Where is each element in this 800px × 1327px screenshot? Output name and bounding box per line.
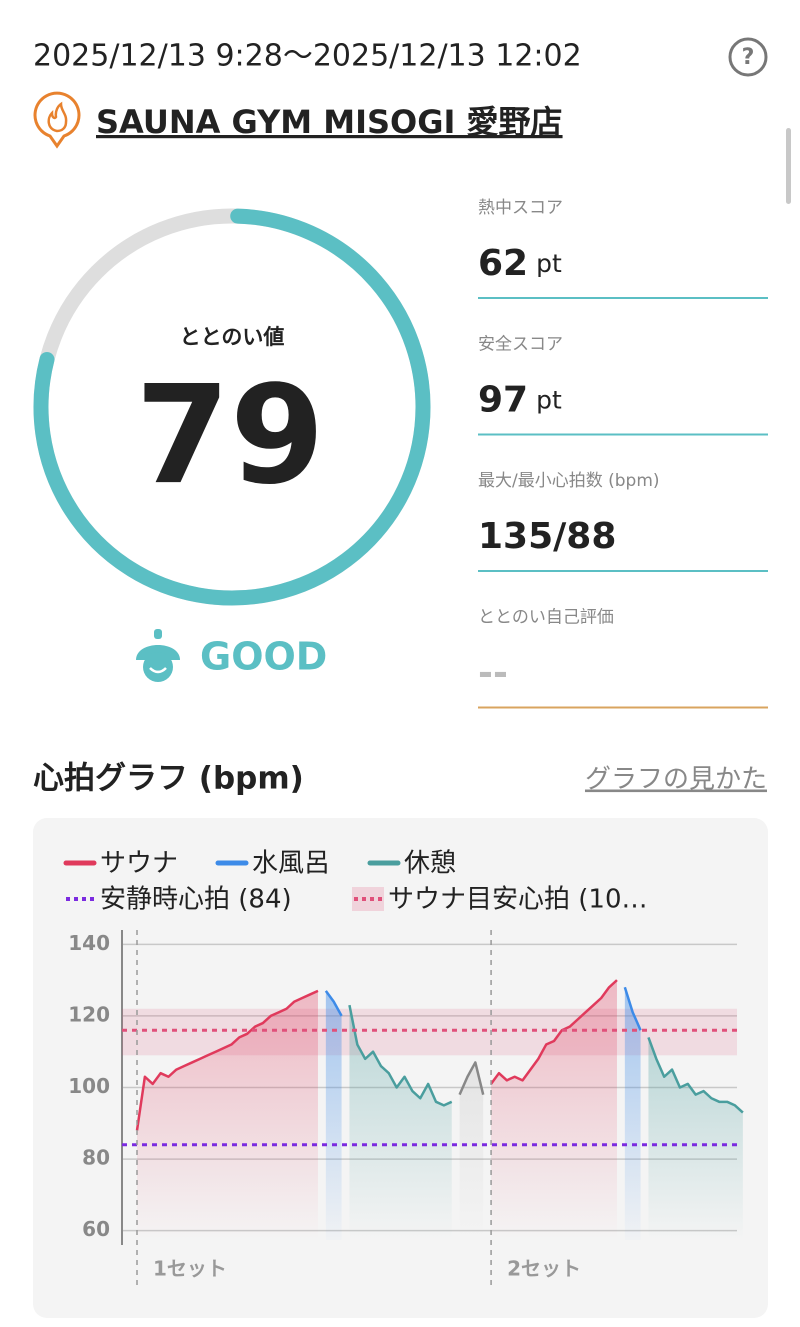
- stat-value: 97 pt: [478, 380, 562, 421]
- stat-value: 135/88: [478, 516, 616, 557]
- stat-label: 最大/最小心拍数 (bpm): [478, 471, 660, 491]
- svg-text:?: ?: [742, 45, 755, 70]
- stat-unit: pt: [536, 386, 562, 415]
- stat-number: 62: [478, 243, 528, 284]
- y-tick-label: 100: [68, 1074, 110, 1098]
- gauge-value: 79: [135, 357, 324, 515]
- y-tick-label: 140: [68, 931, 110, 955]
- stat-number: 97: [478, 380, 528, 421]
- gauge-label: ととのい値: [180, 325, 285, 349]
- stat-label: 熱中スコア: [478, 198, 563, 218]
- chart-title: 心拍グラフ (bpm): [33, 761, 304, 797]
- series-line: [135, 989, 319, 1131]
- chart-help-link[interactable]: グラフの見かた: [585, 765, 767, 795]
- stat-label: 安全スコア: [478, 335, 563, 355]
- stat-number: --: [478, 653, 508, 694]
- stat-number: 135/88: [478, 516, 616, 557]
- datetime: 2025/12/13 9:28～2025/12/13 12:02: [33, 39, 582, 74]
- series-line: [324, 990, 343, 1017]
- set-label: 2セット: [507, 1257, 581, 1281]
- series-line: [647, 1036, 744, 1114]
- series-area: [491, 980, 617, 1240]
- scrollbar: [786, 128, 791, 204]
- legend-label: 休憩: [404, 849, 456, 879]
- sauna-icon: [33, 91, 81, 149]
- legend-label: サウナ目安心拍 (10…: [388, 885, 648, 915]
- stat-value: 62 pt: [478, 243, 562, 284]
- series-area: [325, 990, 342, 1240]
- help-button[interactable]: ?: [728, 37, 768, 77]
- status-icon: [136, 629, 180, 682]
- series-area: [624, 987, 641, 1240]
- series-area: [459, 1062, 484, 1240]
- series-line: [623, 986, 642, 1031]
- target-band: [122, 1008, 737, 1056]
- stat-label: ととのい自己評価: [478, 608, 614, 628]
- legend-label: 安静時心拍 (84): [100, 885, 292, 915]
- y-tick-label: 60: [82, 1217, 110, 1241]
- y-tick-label: 80: [82, 1146, 110, 1170]
- series-area: [137, 990, 318, 1240]
- y-tick-label: 120: [68, 1002, 110, 1026]
- legend-label: サウナ: [100, 849, 178, 879]
- stat-unit: pt: [536, 249, 562, 278]
- facility-link[interactable]: SAUNA GYM MISOGI 愛野店: [96, 103, 563, 141]
- gauge-status: GOOD: [200, 635, 327, 679]
- series-line: [458, 1061, 485, 1096]
- gauge-arc: [33, 208, 431, 606]
- series-area: [648, 1037, 743, 1240]
- stat-value: --: [478, 653, 508, 694]
- series-line: [490, 979, 618, 1085]
- legend-label: 水風呂: [252, 849, 330, 879]
- series-area: [349, 1005, 452, 1240]
- series-line: [348, 1004, 453, 1107]
- set-label: 1セット: [153, 1257, 227, 1281]
